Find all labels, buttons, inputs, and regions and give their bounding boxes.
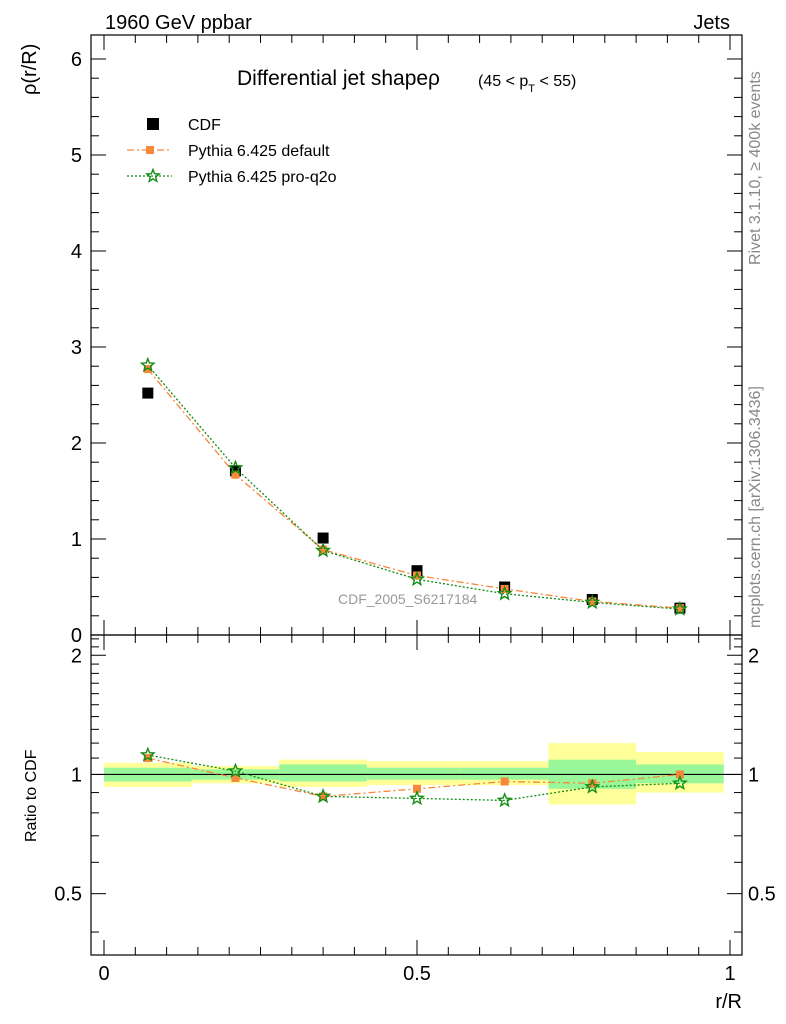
- x-tick-label: 0: [98, 963, 109, 985]
- legend-cdf-label: CDF: [188, 117, 221, 134]
- main-point-series-0: [411, 565, 423, 577]
- ratio-uncertainty-bands: [104, 743, 724, 805]
- header-process-label: Jets: [693, 12, 730, 34]
- legend-star-shape: [144, 167, 162, 183]
- main-y-tick-label: 2: [71, 433, 82, 455]
- main-point-series-1: [319, 545, 328, 554]
- main-y-tick-label: 0: [71, 625, 82, 647]
- ratio-band-green: [460, 767, 549, 780]
- main-axes: 0 1 2 3 4 5 6: [71, 35, 742, 647]
- main-point-series-1: [413, 571, 421, 580]
- header-energy-label: 1960 GeV ppbar: [105, 12, 252, 34]
- ratio-y-tick-label: 1: [71, 764, 82, 786]
- title-range-part-2: < 55): [535, 73, 576, 90]
- ratio-line-series-1: [147, 754, 680, 802]
- mcplots-label: mcplots.cern.ch [arXiv:1306.3436]: [747, 386, 764, 628]
- main-point-series-2: [408, 570, 426, 587]
- main-point-series-1: [231, 470, 240, 479]
- legend: CDF Pythia 6.425 default Pythia 6.425 pr…: [127, 117, 337, 186]
- main-plot-panel: Differential jet shapeρ (45 < pT < 55) C…: [19, 34, 743, 647]
- main-point-series-0: [317, 532, 329, 544]
- main-point-series-0: [142, 387, 154, 399]
- ratio-y-tick-label-right: 0.5: [748, 884, 776, 906]
- main-y-tick-label: 1: [71, 529, 82, 551]
- main-y-tick-label: 6: [71, 49, 82, 71]
- ratio-point-series-1: [227, 762, 244, 778]
- main-series-markers: [139, 356, 688, 616]
- ratio-point-series-0: [319, 792, 328, 801]
- ratio-point-series-1: [671, 774, 688, 791]
- main-point-series-2: [496, 585, 513, 601]
- ratio-point-series-1: [139, 746, 156, 762]
- main-point-series-2: [315, 541, 332, 558]
- legend-default-marker: [146, 146, 154, 154]
- legend-proq2o-marker: [144, 167, 162, 183]
- ratio-y-tick-label-right: 2: [748, 645, 759, 667]
- ratio-point-series-0: [231, 773, 240, 782]
- main-point-series-2: [227, 459, 244, 475]
- main-point-series-1: [675, 604, 684, 613]
- analysis-watermark: CDF_2005_S6217184: [338, 591, 478, 607]
- ratio-y-axis-label: Ratio to CDF: [23, 749, 40, 842]
- ratio-point-series-1: [584, 778, 601, 794]
- x-tick-label: 0.5: [403, 963, 431, 985]
- ratio-plot-panel: Ratio to CDF r/R 0.5 0.5 1 1 2 2 0 0.5 1: [23, 634, 776, 1013]
- main-point-series-1: [143, 365, 152, 374]
- main-y-tick-label: 5: [71, 145, 82, 167]
- ratio-point-series-1: [315, 787, 332, 804]
- title-range-part-1: (45 < p: [478, 73, 528, 90]
- main-y-axis-label: ρ(r/R): [19, 44, 41, 95]
- ratio-axes: 0.5 0.5 1 1 2 2 0 0.5 1: [54, 635, 776, 985]
- rivet-version-label: Rivet 3.1.10, ≥ 400k events: [747, 71, 764, 265]
- ratio-point-series-1: [496, 791, 513, 808]
- ratio-y-tick-label: 2: [71, 645, 82, 667]
- legend-proq2o-label: Pythia 6.425 pro-q2o: [188, 169, 337, 186]
- legend-cdf-marker: [147, 118, 159, 130]
- title-range-subscript: T: [528, 83, 535, 95]
- ratio-point-series-1: [408, 789, 426, 806]
- ratio-band-green: [366, 767, 461, 780]
- main-title-range: (45 < pT < 55): [478, 73, 576, 95]
- ratio-y-tick-label: 0.5: [54, 884, 82, 906]
- main-point-series-2: [671, 600, 688, 616]
- main-point-series-2: [584, 593, 601, 610]
- ratio-series-markers: [139, 746, 688, 808]
- x-axis-label: r/R: [715, 991, 742, 1013]
- main-title: Differential jet shapeρ: [237, 67, 440, 90]
- ratio-point-series-0: [500, 777, 509, 786]
- ratio-band-green: [279, 764, 367, 782]
- main-point-series-1: [588, 597, 597, 606]
- legend-default-label: Pythia 6.425 default: [188, 143, 330, 160]
- ratio-y-tick-label-right: 1: [748, 764, 759, 786]
- ratio-point-series-0: [588, 779, 597, 788]
- ratio-point-series-0: [675, 770, 684, 779]
- ratio-point-series-0: [413, 784, 421, 793]
- main-y-tick-label: 3: [71, 337, 82, 359]
- main-y-tick-label: 4: [71, 241, 82, 263]
- main-point-series-2: [139, 356, 156, 373]
- x-tick-label: 1: [724, 963, 735, 985]
